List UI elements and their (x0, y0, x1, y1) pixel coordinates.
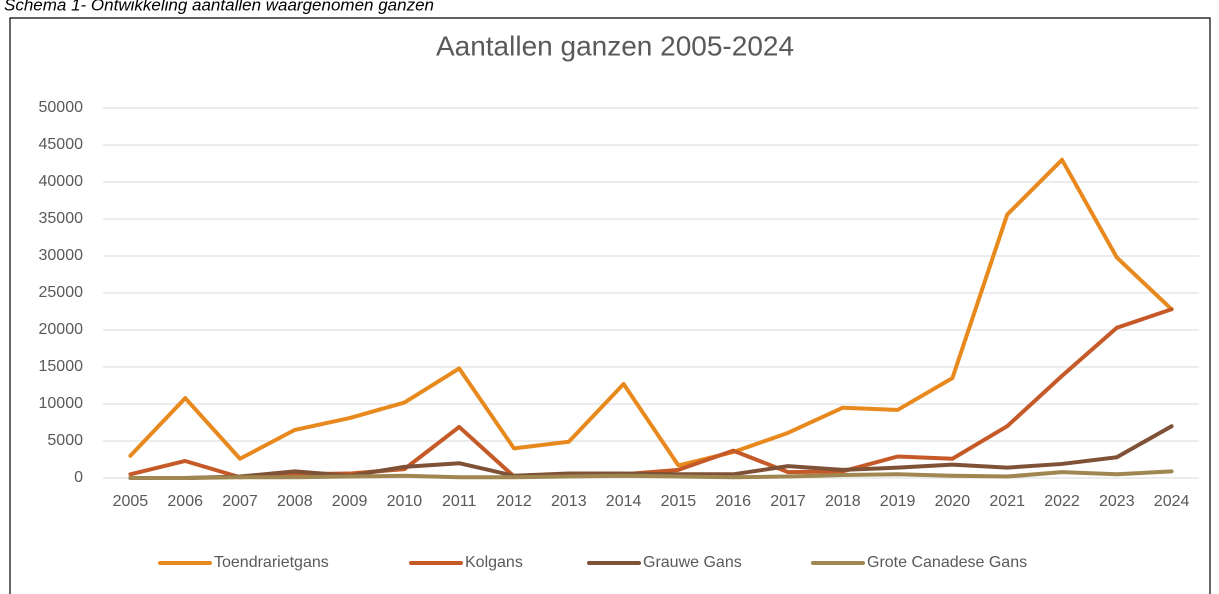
y-tick-label: 15000 (39, 358, 84, 375)
x-tick-label: 2022 (1044, 493, 1080, 510)
legend-label: Grote Canadese Gans (867, 554, 1027, 571)
y-tick-label: 25000 (39, 284, 84, 301)
x-tick-label: 2005 (113, 493, 149, 510)
y-tick-label: 45000 (39, 136, 84, 153)
x-tick-label: 2015 (661, 493, 697, 510)
y-tick-label: 20000 (39, 321, 84, 338)
x-tick-label: 2008 (277, 493, 313, 510)
legend-label: Toendrarietgans (214, 554, 329, 571)
y-tick-label: 30000 (39, 247, 84, 264)
legend-label: Grauwe Gans (643, 554, 742, 571)
series-line (128, 424, 1174, 480)
x-tick-label: 2021 (989, 493, 1025, 510)
series-line (128, 469, 1174, 480)
x-tick-label: 2010 (387, 493, 423, 510)
x-tick-label: 2011 (442, 493, 477, 510)
y-tick-label: 5000 (47, 432, 83, 449)
y-tick-label: 40000 (39, 173, 84, 190)
x-tick-label: 2007 (222, 493, 258, 510)
x-tick-label: 2016 (715, 493, 751, 510)
x-tick-label: 2019 (880, 493, 916, 510)
x-tick-label: 2006 (167, 493, 203, 510)
x-tick-label: 2009 (332, 493, 368, 510)
caption: Schema 1- Ontwikkeling aantallen waargen… (4, 0, 434, 14)
x-tick-label: 2018 (825, 493, 861, 510)
chart-border (9, 17, 1211, 594)
series-line (128, 157, 1174, 468)
x-tick-label: 2013 (551, 493, 587, 510)
series-line (128, 307, 1174, 480)
y-tick-label: 50000 (39, 99, 84, 116)
x-tick-label: 2017 (770, 493, 806, 510)
chart-title: Aantallen ganzen 2005-2024 (436, 30, 794, 61)
x-tick-label: 2014 (606, 493, 642, 510)
y-tick-label: 10000 (39, 395, 84, 412)
x-tick-label: 2023 (1099, 493, 1135, 510)
y-tick-label: 35000 (39, 210, 84, 227)
x-tick-label: 2024 (1154, 493, 1190, 510)
x-tick-label: 2012 (496, 493, 532, 510)
x-tick-label: 2020 (935, 493, 971, 510)
legend-label: Kolgans (465, 554, 523, 571)
y-tick-label: 0 (74, 469, 83, 486)
